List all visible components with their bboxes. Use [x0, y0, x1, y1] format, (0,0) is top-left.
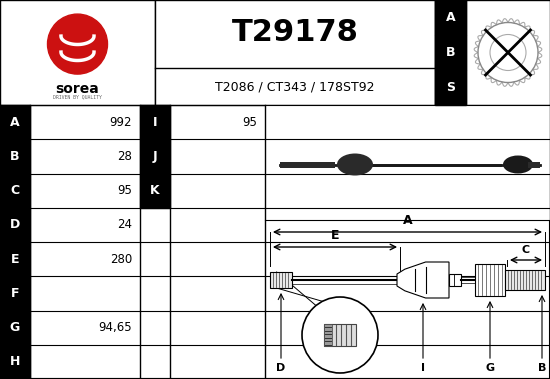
Polygon shape: [397, 262, 449, 298]
Circle shape: [490, 34, 526, 70]
Bar: [140, 139, 170, 174]
Text: A: A: [403, 214, 412, 227]
Text: I: I: [421, 363, 425, 373]
Text: I: I: [153, 116, 157, 128]
Text: E: E: [11, 253, 19, 266]
Circle shape: [302, 297, 378, 373]
Bar: [140, 105, 170, 139]
Bar: [0, 276, 30, 310]
Bar: [0, 208, 30, 242]
Bar: [475, 264, 505, 296]
Bar: [528, 161, 540, 168]
Bar: [0, 0, 155, 105]
Circle shape: [478, 22, 538, 83]
Text: 95: 95: [117, 184, 132, 197]
Text: B: B: [446, 46, 455, 59]
Text: A: A: [10, 116, 20, 128]
Text: 280: 280: [110, 253, 132, 266]
Text: E: E: [331, 229, 339, 242]
Text: G: G: [486, 363, 494, 373]
Bar: [0, 174, 30, 208]
Text: 992: 992: [109, 116, 132, 128]
Text: DRIVEN BY QUALITY: DRIVEN BY QUALITY: [53, 94, 102, 99]
Bar: [435, 70, 466, 105]
Text: 94,65: 94,65: [98, 321, 132, 334]
Bar: [270, 272, 292, 288]
Text: sorea: sorea: [56, 82, 100, 96]
Text: H: H: [10, 356, 20, 368]
Bar: [265, 105, 550, 220]
Text: 95: 95: [242, 116, 257, 128]
Bar: [155, 0, 435, 105]
Bar: [505, 270, 545, 290]
Bar: [0, 345, 30, 379]
Bar: [140, 174, 170, 208]
Bar: [0, 242, 30, 276]
Bar: [324, 324, 332, 346]
Bar: [324, 324, 356, 346]
Text: F: F: [11, 287, 19, 300]
Bar: [0, 139, 30, 174]
Text: J: J: [153, 150, 157, 163]
Text: C: C: [522, 245, 530, 255]
Text: B: B: [10, 150, 20, 163]
Circle shape: [47, 14, 107, 74]
Bar: [449, 274, 461, 286]
Text: C: C: [10, 184, 20, 197]
Ellipse shape: [337, 153, 373, 175]
Text: B: B: [538, 363, 546, 373]
Text: G: G: [10, 321, 20, 334]
Text: 24: 24: [117, 218, 132, 231]
Bar: [435, 0, 466, 105]
Bar: [0, 310, 30, 345]
Text: T2086 / CT343 / 178ST92: T2086 / CT343 / 178ST92: [215, 80, 375, 93]
Bar: [280, 161, 335, 168]
Bar: [435, 0, 466, 35]
Bar: [435, 35, 466, 70]
Bar: [466, 0, 550, 105]
Ellipse shape: [503, 155, 533, 174]
Text: T29178: T29178: [232, 18, 359, 47]
Bar: [0, 105, 30, 139]
Text: 28: 28: [117, 150, 132, 163]
Text: D: D: [276, 363, 285, 373]
Text: A: A: [446, 11, 455, 24]
Text: D: D: [10, 218, 20, 231]
Text: S: S: [446, 81, 455, 94]
Text: K: K: [150, 184, 160, 197]
